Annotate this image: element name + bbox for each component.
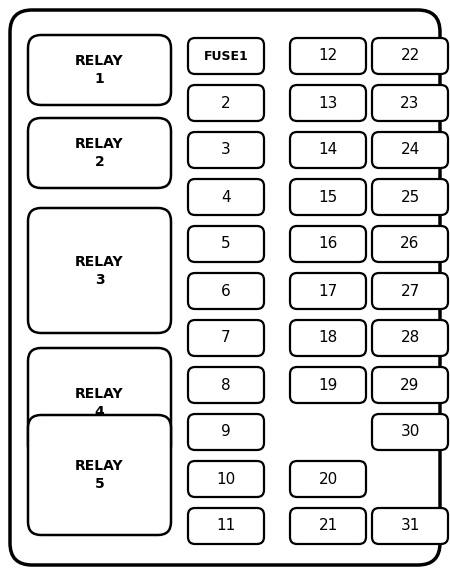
- FancyBboxPatch shape: [372, 132, 448, 168]
- Text: 31: 31: [400, 519, 420, 534]
- Text: 23: 23: [400, 95, 420, 110]
- Text: RELAY: RELAY: [75, 137, 124, 151]
- FancyBboxPatch shape: [290, 461, 366, 497]
- FancyBboxPatch shape: [290, 367, 366, 403]
- FancyBboxPatch shape: [372, 414, 448, 450]
- FancyBboxPatch shape: [28, 415, 171, 535]
- FancyBboxPatch shape: [188, 461, 264, 497]
- FancyBboxPatch shape: [372, 85, 448, 121]
- Text: 9: 9: [221, 424, 231, 439]
- FancyBboxPatch shape: [290, 226, 366, 262]
- FancyBboxPatch shape: [28, 118, 171, 188]
- FancyBboxPatch shape: [10, 10, 440, 565]
- FancyBboxPatch shape: [290, 273, 366, 309]
- Text: 21: 21: [319, 519, 338, 534]
- Text: RELAY: RELAY: [75, 255, 124, 269]
- Text: 5: 5: [221, 236, 231, 251]
- Text: 4: 4: [94, 405, 104, 419]
- FancyBboxPatch shape: [372, 179, 448, 215]
- FancyBboxPatch shape: [290, 179, 366, 215]
- Text: 16: 16: [318, 236, 338, 251]
- Text: 2: 2: [221, 95, 231, 110]
- Text: 20: 20: [319, 472, 338, 486]
- Text: 28: 28: [400, 331, 419, 346]
- FancyBboxPatch shape: [188, 179, 264, 215]
- Text: 24: 24: [400, 143, 419, 158]
- Text: 7: 7: [221, 331, 231, 346]
- FancyBboxPatch shape: [372, 320, 448, 356]
- Text: 6: 6: [221, 283, 231, 298]
- Text: 4: 4: [221, 190, 231, 205]
- Text: 14: 14: [319, 143, 338, 158]
- Text: 30: 30: [400, 424, 420, 439]
- Text: RELAY: RELAY: [75, 54, 124, 68]
- FancyBboxPatch shape: [188, 85, 264, 121]
- FancyBboxPatch shape: [372, 226, 448, 262]
- Text: 27: 27: [400, 283, 419, 298]
- Text: 19: 19: [318, 378, 338, 393]
- Text: 11: 11: [216, 519, 236, 534]
- Text: 15: 15: [319, 190, 338, 205]
- FancyBboxPatch shape: [372, 273, 448, 309]
- FancyBboxPatch shape: [290, 85, 366, 121]
- Text: FUSE1: FUSE1: [203, 49, 248, 63]
- Text: 8: 8: [221, 378, 231, 393]
- Text: 12: 12: [319, 48, 338, 63]
- FancyBboxPatch shape: [188, 320, 264, 356]
- Text: 3: 3: [94, 273, 104, 286]
- Text: 25: 25: [400, 190, 419, 205]
- FancyBboxPatch shape: [188, 508, 264, 544]
- FancyBboxPatch shape: [28, 348, 171, 458]
- FancyBboxPatch shape: [28, 208, 171, 333]
- Text: RELAY: RELAY: [75, 459, 124, 473]
- Text: 1: 1: [94, 72, 104, 86]
- Text: 22: 22: [400, 48, 419, 63]
- FancyBboxPatch shape: [372, 38, 448, 74]
- Text: 3: 3: [221, 143, 231, 158]
- Text: 13: 13: [318, 95, 338, 110]
- FancyBboxPatch shape: [188, 273, 264, 309]
- FancyBboxPatch shape: [188, 38, 264, 74]
- Text: 26: 26: [400, 236, 420, 251]
- FancyBboxPatch shape: [372, 508, 448, 544]
- FancyBboxPatch shape: [290, 320, 366, 356]
- FancyBboxPatch shape: [290, 132, 366, 168]
- Text: 29: 29: [400, 378, 420, 393]
- FancyBboxPatch shape: [188, 367, 264, 403]
- Text: 5: 5: [94, 477, 104, 491]
- FancyBboxPatch shape: [372, 367, 448, 403]
- FancyBboxPatch shape: [188, 226, 264, 262]
- FancyBboxPatch shape: [28, 35, 171, 105]
- Text: RELAY: RELAY: [75, 387, 124, 401]
- FancyBboxPatch shape: [290, 508, 366, 544]
- Text: 18: 18: [319, 331, 338, 346]
- Text: 17: 17: [319, 283, 338, 298]
- Text: 10: 10: [216, 472, 236, 486]
- FancyBboxPatch shape: [188, 414, 264, 450]
- FancyBboxPatch shape: [290, 38, 366, 74]
- Text: 2: 2: [94, 155, 104, 169]
- FancyBboxPatch shape: [188, 132, 264, 168]
